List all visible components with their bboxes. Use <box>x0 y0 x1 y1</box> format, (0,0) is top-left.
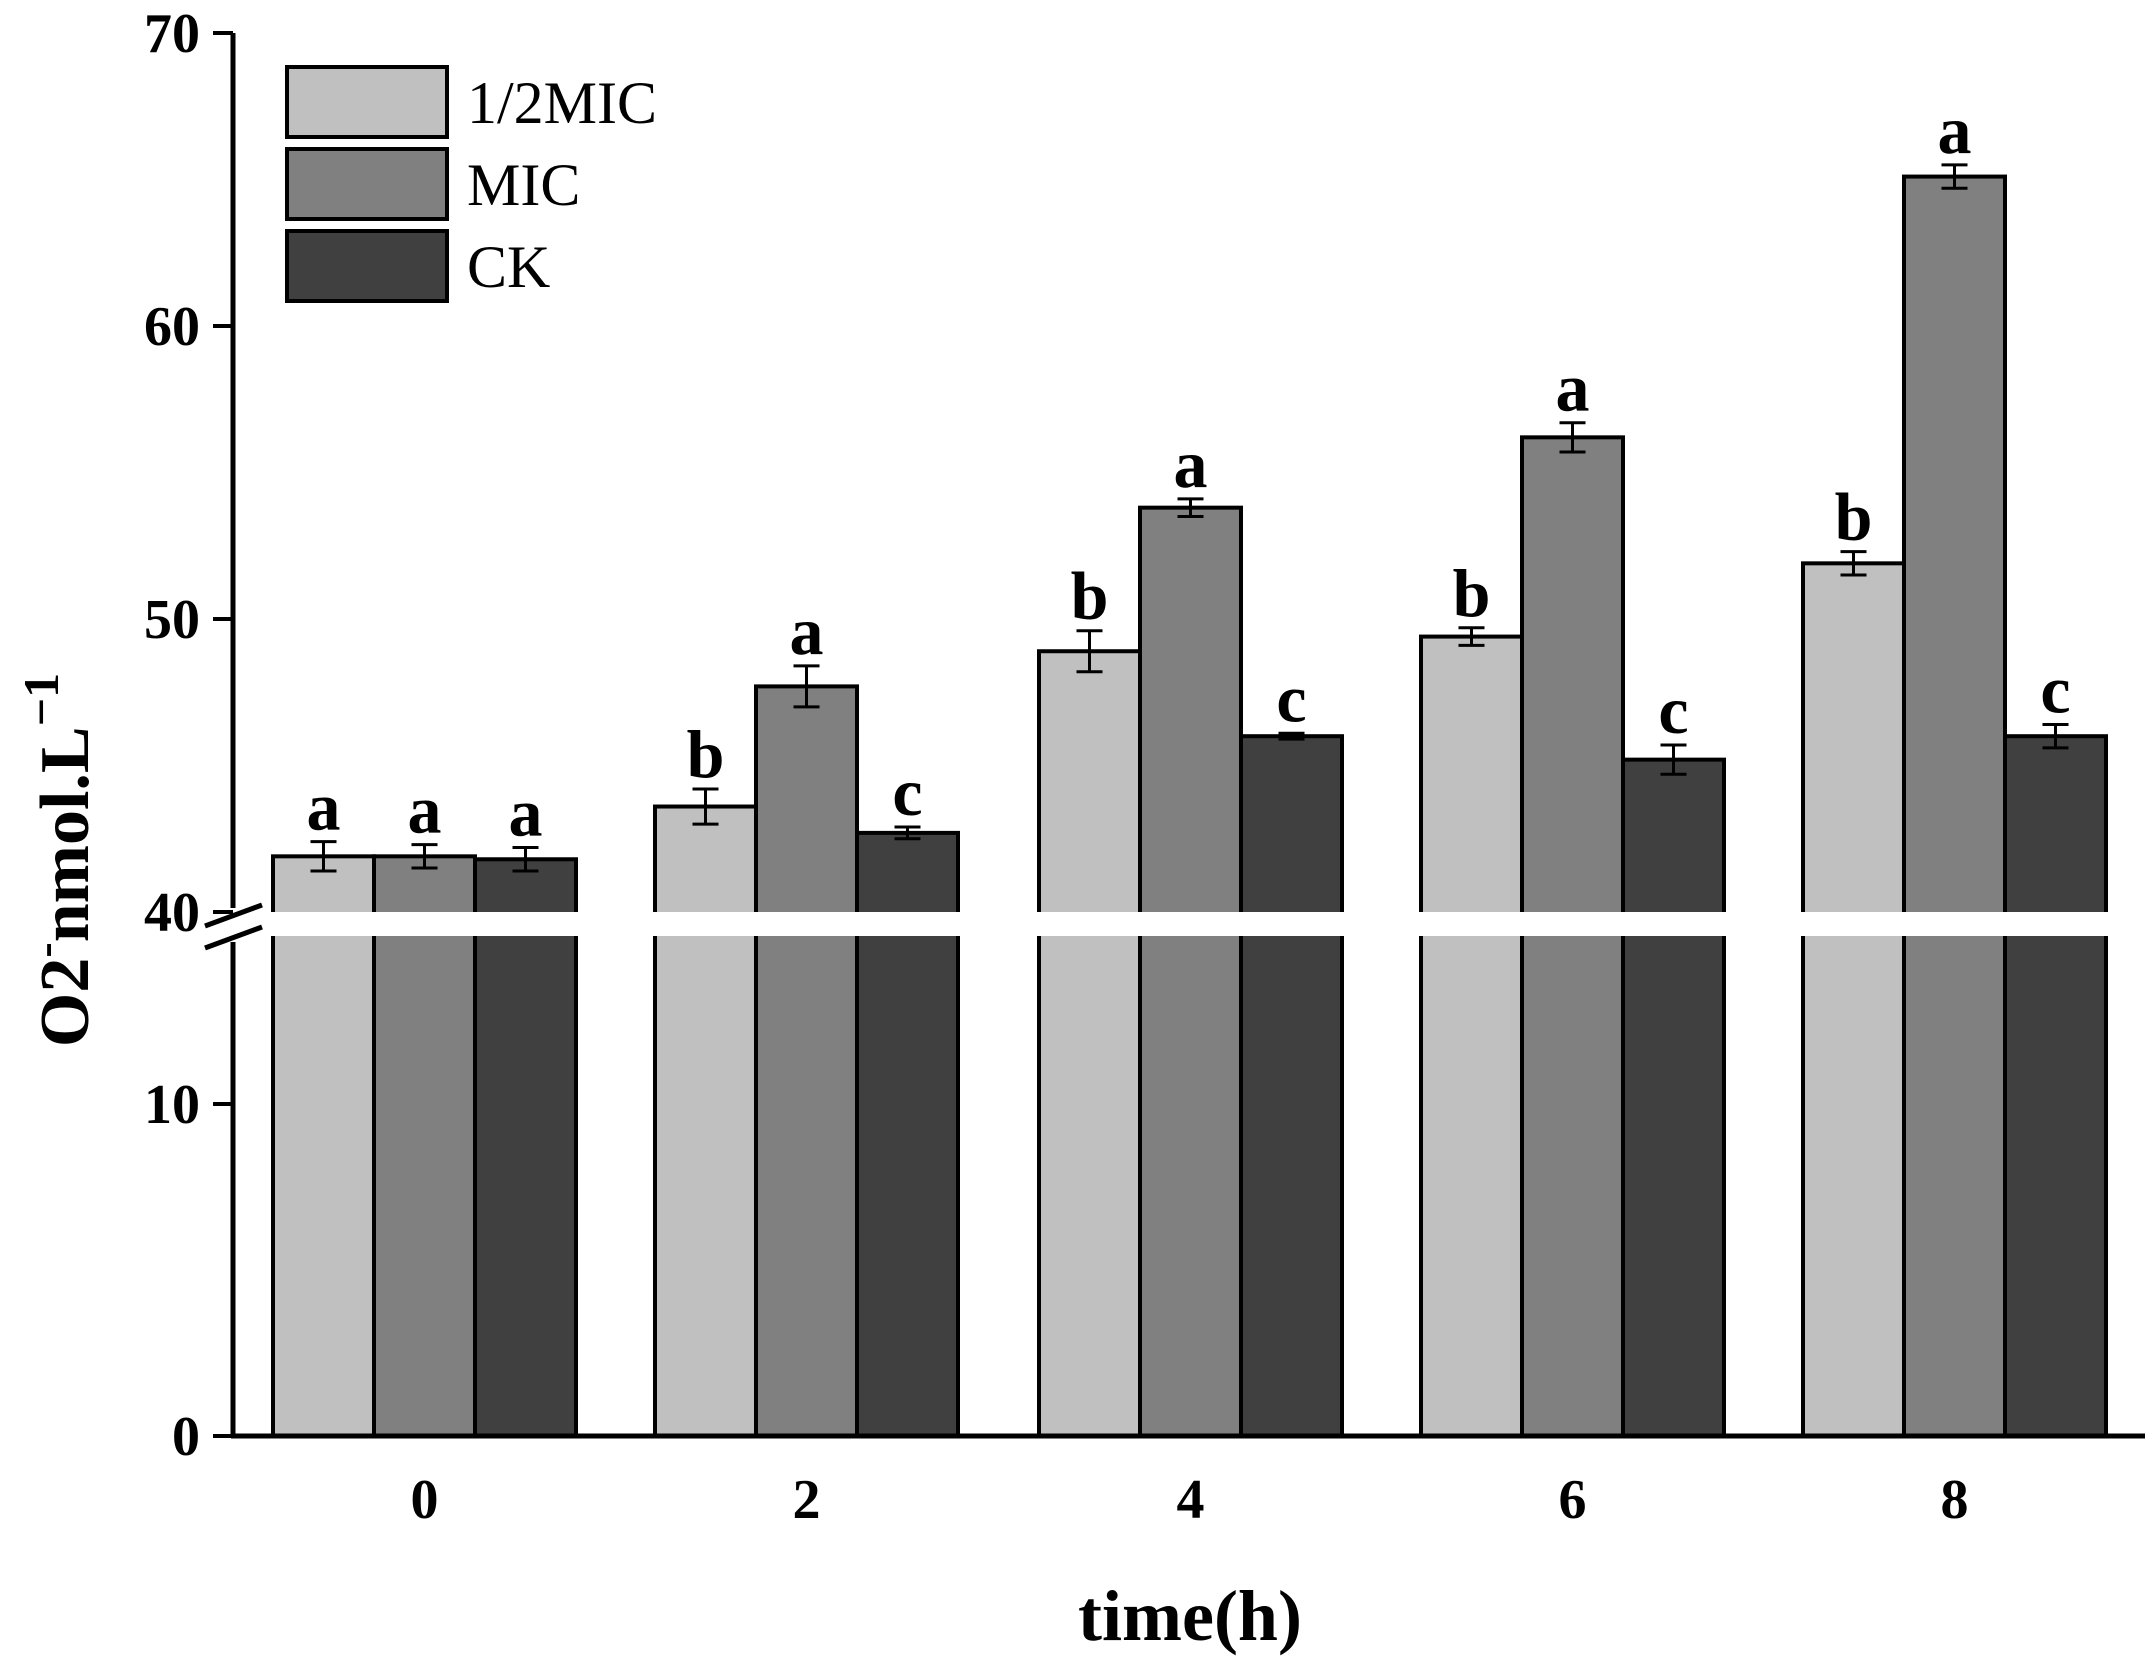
y-axis-label-superscript: - <box>19 942 70 957</box>
axes-layer: 40 50 60 70 0 10 0 2 4 6 8 <box>144 3 2145 1531</box>
axis-break-mark-upper <box>204 902 263 929</box>
legend-label: CK <box>467 234 550 300</box>
bar-ck-t0 <box>473 857 578 1438</box>
error-bar-1-2mic-t6 <box>1458 626 1485 647</box>
y-tick-label-60: 60 <box>144 296 200 358</box>
significance-label-1-2mic-t2: b <box>687 716 725 792</box>
bar-1-2mic-t6 <box>1419 634 1524 1438</box>
y-tick-label-10: 10 <box>144 1074 200 1136</box>
y-tick-label-50: 50 <box>144 589 200 651</box>
y-axis-label-exponent: −1 <box>13 673 69 727</box>
bar-mic-t0 <box>372 854 477 1438</box>
significance-label-ck-t6: c <box>1658 672 1688 748</box>
bar-mic-t4 <box>1138 505 1243 1439</box>
bar-mic-t8 <box>1902 174 2007 1439</box>
legend-swatch <box>285 147 449 221</box>
significance-label-ck-t8: c <box>2040 651 2070 727</box>
significance-label-mic-t6: a <box>1556 350 1590 426</box>
y-tick-label-70: 70 <box>144 3 200 65</box>
error-bars-layer <box>310 163 2069 873</box>
error-bar-mic-t8 <box>1941 163 1968 190</box>
legend: 1/2MIC MIC CK <box>285 65 657 303</box>
bar-1-2mic-t2 <box>653 804 758 1438</box>
x-tick-label-6: 6 <box>1559 1469 1587 1531</box>
error-bar-ck-t8 <box>2042 722 2069 750</box>
bar-ck-t6 <box>1621 757 1726 1438</box>
axis-break-layer <box>203 902 2152 951</box>
significance-label-ck-t4: c <box>1276 660 1306 736</box>
error-bar-ck-t6 <box>1660 743 1687 776</box>
significance-label-mic-t8: a <box>1938 92 1972 168</box>
error-bar-mic-t2 <box>793 664 820 709</box>
bars-layer <box>271 174 2108 1439</box>
error-bar-1-2mic-t4 <box>1076 629 1103 674</box>
bar-ck-t4 <box>1239 734 1344 1438</box>
significance-label-ck-t0: a <box>509 775 543 851</box>
legend-item-ck: CK <box>285 229 550 303</box>
significance-label-1-2mic-t8: b <box>1835 479 1873 555</box>
error-bar-ck-t0 <box>512 846 539 873</box>
error-bar-mic-t0 <box>411 843 438 870</box>
legend-swatch <box>285 65 449 139</box>
significance-label-1-2mic-t6: b <box>1453 555 1491 631</box>
x-tick-label-0: 0 <box>411 1469 439 1531</box>
y-tick-label-0: 0 <box>172 1406 200 1468</box>
legend-label: MIC <box>467 152 580 218</box>
bar-ck-t8 <box>2003 734 2108 1438</box>
x-tick-label-8: 8 <box>1941 1469 1969 1531</box>
bar-1-2mic-t0 <box>271 854 376 1438</box>
error-bar-ck-t2 <box>894 825 921 841</box>
y-axis-label-unit: nmol.L <box>27 726 104 942</box>
error-bar-mic-t4 <box>1177 497 1204 518</box>
significance-label-1-2mic-t4: b <box>1071 558 1109 634</box>
legend-item-1-2mic: 1/2MIC <box>285 65 657 139</box>
y-axis-label-main: O2 <box>27 958 104 1047</box>
bar-mic-t2 <box>754 684 859 1438</box>
x-tick-label-2: 2 <box>793 1469 821 1531</box>
legend-item-mic: MIC <box>285 147 580 221</box>
significance-label-mic-t0: a <box>408 772 442 848</box>
significance-label-mic-t2: a <box>790 593 824 669</box>
y-axis-label: O2-nmol.L−1 <box>13 673 104 1047</box>
bar-1-2mic-t8 <box>1801 561 1906 1438</box>
axis-break-mark-lower <box>204 924 263 951</box>
error-bar-1-2mic-t0 <box>310 840 337 873</box>
significance-label-mic-t4: a <box>1174 426 1208 502</box>
axis-break-band <box>203 912 2152 936</box>
significance-label-1-2mic-t0: a <box>307 769 341 845</box>
error-bar-1-2mic-t2 <box>692 787 719 826</box>
error-bar-ck-t4 <box>1278 731 1305 741</box>
legend-label: 1/2MIC <box>467 70 657 136</box>
svg-text:O2-nmol.L−1: O2-nmol.L−1 <box>13 673 104 1047</box>
bar-1-2mic-t4 <box>1037 649 1142 1438</box>
error-bar-mic-t6 <box>1559 421 1586 454</box>
x-axis-label: time(h) <box>1078 1576 1302 1656</box>
significance-label-ck-t2: c <box>892 754 922 830</box>
x-tick-label-4: 4 <box>1177 1469 1205 1531</box>
error-bar-1-2mic-t8 <box>1840 550 1867 577</box>
y-tick-label-40: 40 <box>144 882 200 944</box>
bar-mic-t6 <box>1520 435 1625 1438</box>
legend-swatch <box>285 229 449 303</box>
